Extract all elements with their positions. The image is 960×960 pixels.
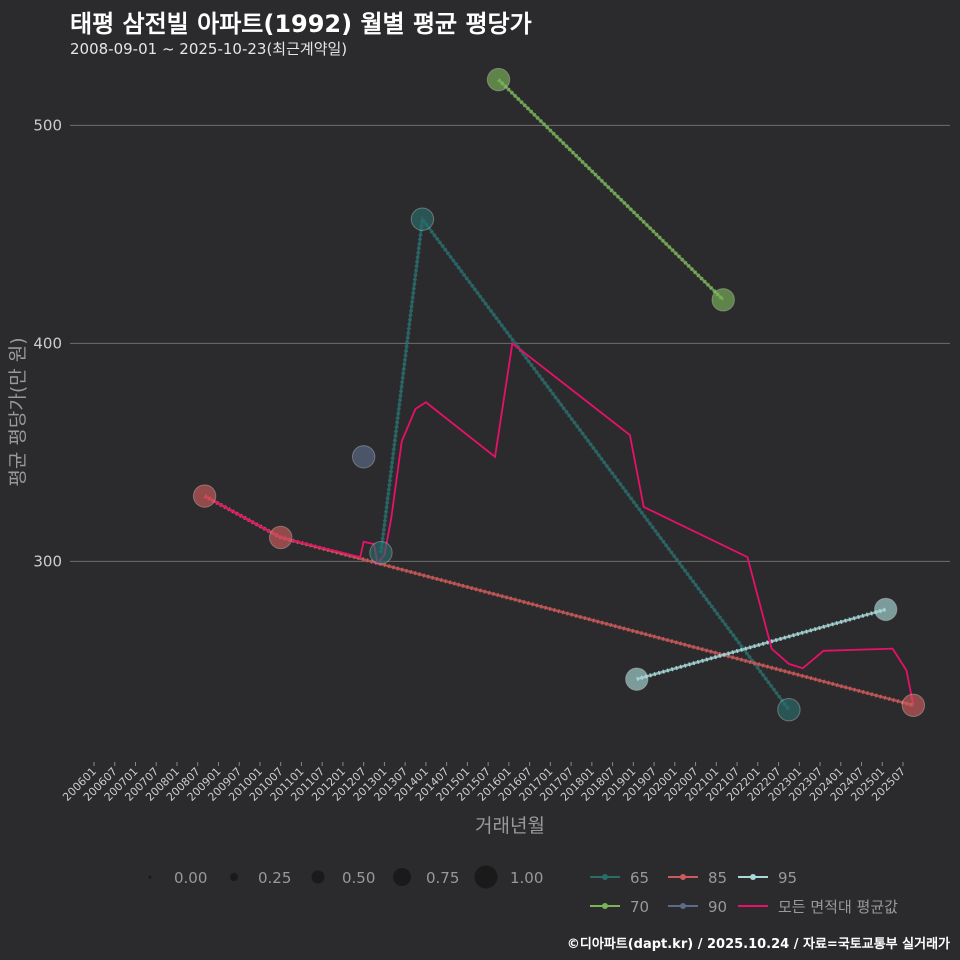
x-axis-label: 거래년월 (475, 815, 545, 837)
data-point-65 (410, 207, 435, 231)
data-point-95 (625, 667, 649, 691)
trend-line-85 (204, 494, 914, 707)
data-point-65 (369, 541, 393, 565)
data-point-95 (874, 597, 898, 622)
y-axis-label: 평균 평당가(만 원) (7, 337, 29, 486)
size-legend-key (148, 875, 152, 879)
y-tick-label: 300 (33, 552, 62, 570)
trend-dots-70 (497, 78, 725, 302)
chart-title: 태평 삼전빌 아파트(1992) 월별 평균 평당가 (70, 10, 532, 38)
size-legend-key (393, 868, 411, 886)
size-legend-key (311, 870, 325, 884)
color-legend-label: 95 (778, 869, 797, 887)
chart-subtitle: 2008-09-01 ~ 2025-10-23(최근계약일) (70, 40, 348, 58)
data-point-70 (486, 67, 511, 92)
trend-line-95 (636, 608, 887, 681)
size-legend-key (230, 873, 238, 881)
color-legend-label: 모든 면적대 평균값 (778, 898, 898, 916)
size-legend-label: 0.25 (258, 869, 291, 887)
y-tick-label: 500 (33, 116, 62, 134)
data-point-85 (901, 693, 926, 718)
data-point-90 (351, 445, 376, 469)
data-point-70 (711, 288, 735, 312)
size-legend-key (474, 865, 498, 889)
color-legend-dot (750, 874, 756, 880)
trend-line-70 (497, 78, 725, 301)
color-legend-dot (602, 903, 608, 909)
size-legend-label: 0.00 (174, 869, 207, 887)
color-legend-label: 65 (630, 869, 649, 887)
size-legend-label: 0.75 (426, 869, 459, 887)
y-tick-label: 400 (33, 334, 62, 352)
data-point-65 (777, 697, 801, 722)
color-legend-dot (602, 874, 608, 880)
data-point-85 (268, 525, 293, 550)
color-legend-label: 90 (708, 898, 727, 916)
size-legend-label: 1.00 (510, 869, 543, 887)
average-line (204, 341, 915, 706)
color-legend-dot (680, 874, 686, 880)
trend-dots-85 (203, 494, 914, 708)
color-legend-label: 85 (708, 869, 727, 887)
data-point-85 (192, 484, 217, 508)
source-caption: ©디아파트(dapt.kr) / 2025.10.24 / 자료=국토교통부 실… (566, 937, 950, 952)
color-legend-label: 70 (630, 898, 649, 916)
size-legend-label: 0.50 (342, 869, 375, 887)
color-legend-dot (680, 903, 686, 909)
